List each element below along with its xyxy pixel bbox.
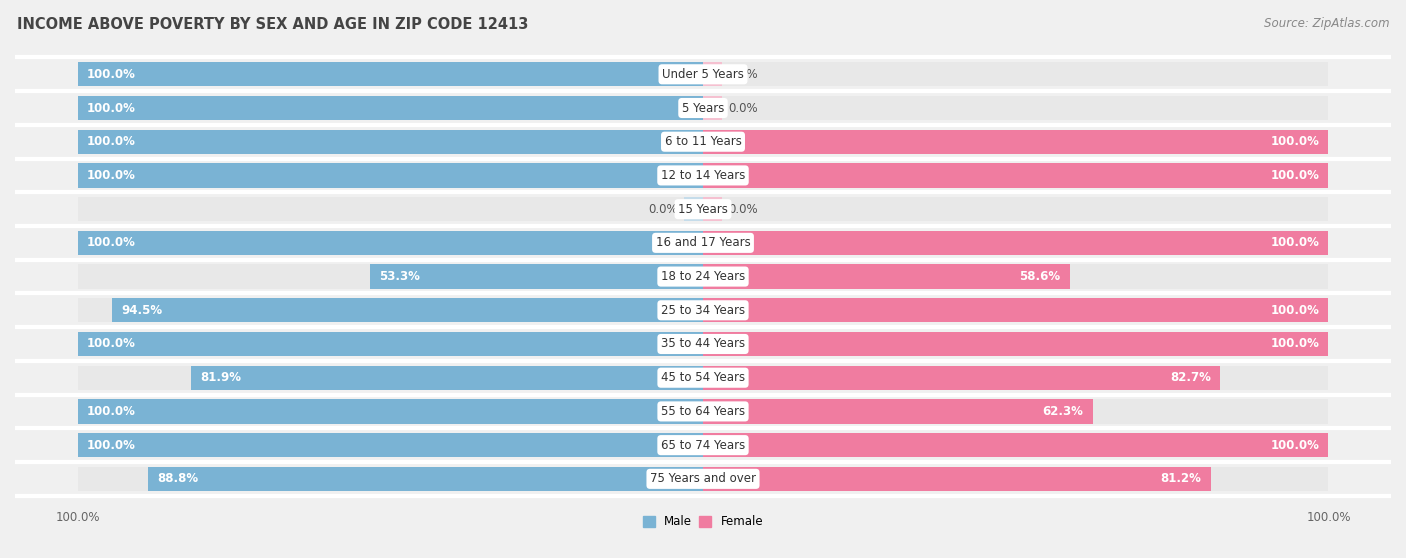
Text: INCOME ABOVE POVERTY BY SEX AND AGE IN ZIP CODE 12413: INCOME ABOVE POVERTY BY SEX AND AGE IN Z… [17, 17, 529, 32]
Text: 100.0%: 100.0% [1270, 169, 1319, 182]
Text: 100.0%: 100.0% [87, 237, 136, 249]
Bar [703, 466, 1329, 491]
Bar [703, 129, 1329, 154]
Text: 100.0%: 100.0% [87, 405, 136, 418]
Bar [112, 298, 703, 323]
Bar [77, 129, 703, 154]
Text: 62.3%: 62.3% [1042, 405, 1083, 418]
Bar [77, 264, 703, 288]
Bar [77, 96, 703, 120]
Bar [77, 163, 703, 187]
Bar [685, 197, 703, 222]
Bar [703, 62, 1329, 86]
Bar [703, 365, 1329, 390]
Bar [703, 466, 1211, 491]
Bar [77, 433, 703, 457]
Bar [703, 230, 1329, 255]
Bar [77, 332, 703, 356]
Text: 100.0%: 100.0% [1270, 304, 1319, 317]
Text: 82.7%: 82.7% [1170, 371, 1211, 384]
Bar [191, 365, 703, 390]
Bar [703, 62, 721, 86]
Bar [77, 230, 703, 255]
Bar [703, 400, 1092, 424]
Text: 25 to 34 Years: 25 to 34 Years [661, 304, 745, 317]
Text: 0.0%: 0.0% [728, 102, 758, 114]
Bar [77, 466, 703, 491]
Bar [703, 129, 1329, 154]
Bar [703, 332, 1329, 356]
Bar [703, 298, 1329, 323]
Text: 15 Years: 15 Years [678, 203, 728, 215]
Bar [703, 230, 1329, 255]
Text: 100.0%: 100.0% [87, 135, 136, 148]
Text: 100.0%: 100.0% [1270, 439, 1319, 451]
Bar [703, 433, 1329, 457]
Text: 100.0%: 100.0% [87, 439, 136, 451]
Text: 35 to 44 Years: 35 to 44 Years [661, 338, 745, 350]
Bar [77, 400, 703, 424]
Bar [77, 298, 703, 323]
Bar [148, 466, 703, 491]
Text: 94.5%: 94.5% [121, 304, 163, 317]
Bar [703, 264, 1070, 288]
Text: 100.0%: 100.0% [87, 102, 136, 114]
Bar [77, 433, 703, 457]
Text: Under 5 Years: Under 5 Years [662, 68, 744, 81]
Text: 58.6%: 58.6% [1019, 270, 1060, 283]
Text: 55 to 64 Years: 55 to 64 Years [661, 405, 745, 418]
Bar [77, 197, 703, 222]
Bar [77, 332, 703, 356]
Bar [703, 298, 1329, 323]
Bar [77, 129, 703, 154]
Text: 100.0%: 100.0% [87, 169, 136, 182]
Bar [703, 96, 1329, 120]
Text: 45 to 54 Years: 45 to 54 Years [661, 371, 745, 384]
Bar [370, 264, 703, 288]
Bar [703, 433, 1329, 457]
Bar [703, 163, 1329, 187]
Bar [703, 264, 1329, 288]
Text: 12 to 14 Years: 12 to 14 Years [661, 169, 745, 182]
Bar [703, 163, 1329, 187]
Text: 88.8%: 88.8% [157, 472, 198, 485]
Text: 100.0%: 100.0% [1270, 237, 1319, 249]
Text: 65 to 74 Years: 65 to 74 Years [661, 439, 745, 451]
Bar [77, 163, 703, 187]
Bar [77, 62, 703, 86]
Bar [77, 230, 703, 255]
Bar [703, 400, 1329, 424]
Text: 5 Years: 5 Years [682, 102, 724, 114]
Bar [703, 365, 1220, 390]
Bar [703, 197, 1329, 222]
Legend: Male, Female: Male, Female [638, 511, 768, 533]
Text: 53.3%: 53.3% [380, 270, 420, 283]
Text: 100.0%: 100.0% [1270, 338, 1319, 350]
Text: 0.0%: 0.0% [648, 203, 678, 215]
Bar [77, 365, 703, 390]
Bar [703, 96, 721, 120]
Text: 81.2%: 81.2% [1160, 472, 1202, 485]
Text: 18 to 24 Years: 18 to 24 Years [661, 270, 745, 283]
Bar [77, 400, 703, 424]
Text: 75 Years and over: 75 Years and over [650, 472, 756, 485]
Text: 81.9%: 81.9% [200, 371, 242, 384]
Text: 0.0%: 0.0% [728, 203, 758, 215]
Bar [77, 96, 703, 120]
Text: Source: ZipAtlas.com: Source: ZipAtlas.com [1264, 17, 1389, 30]
Text: 100.0%: 100.0% [87, 338, 136, 350]
Text: 0.0%: 0.0% [728, 68, 758, 81]
Text: 16 and 17 Years: 16 and 17 Years [655, 237, 751, 249]
Bar [703, 332, 1329, 356]
Text: 100.0%: 100.0% [1270, 135, 1319, 148]
Text: 100.0%: 100.0% [87, 68, 136, 81]
Bar [703, 197, 721, 222]
Bar [77, 62, 703, 86]
Text: 6 to 11 Years: 6 to 11 Years [665, 135, 741, 148]
